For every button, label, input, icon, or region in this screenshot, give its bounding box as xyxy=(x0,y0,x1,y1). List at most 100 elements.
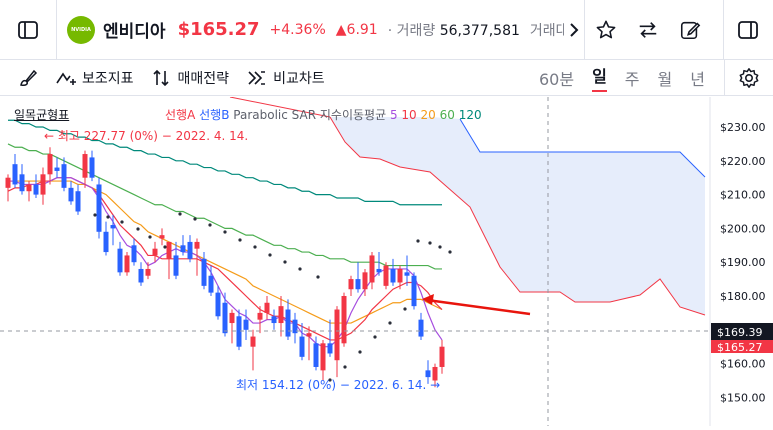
favorite-button[interactable] xyxy=(585,0,627,60)
candle-body xyxy=(152,248,158,256)
candle-body xyxy=(187,241,193,259)
indicators-icon xyxy=(56,72,76,85)
sar-dot xyxy=(316,275,320,279)
swap-button[interactable] xyxy=(627,0,669,60)
legend-span-b[interactable]: 선행B xyxy=(199,108,230,122)
indicator-legend-2[interactable]: 선행A 선행B Parabolic SAR 지수이동평균 5 10 20 60 … xyxy=(165,106,482,123)
timeframe-year[interactable]: 년 xyxy=(690,69,705,89)
price-tick-label: $180.00 xyxy=(720,290,766,303)
sar-dot xyxy=(428,241,432,245)
volume-value: 56,377,581 xyxy=(439,22,520,39)
candle-body xyxy=(299,336,305,357)
last-price-badge xyxy=(711,340,773,353)
price-chart[interactable]: $230.00 $220.00 $210.00 $200.00 $190.00 $180.… xyxy=(0,96,773,426)
sar-dot xyxy=(238,238,242,242)
candle-body xyxy=(180,245,186,253)
ticker-name[interactable]: 엔비디아 xyxy=(103,22,166,42)
price-axis[interactable]: $230.00 $220.00 $210.00 $200.00 $190.00 $180.… xyxy=(711,121,773,404)
legend-ema-20: 20 xyxy=(420,108,436,122)
candle-body xyxy=(208,275,214,293)
candle-body xyxy=(47,154,53,175)
indicator-legend[interactable]: 일목균형표 xyxy=(14,106,69,123)
annotation-arrow-head xyxy=(422,294,434,305)
candle-body xyxy=(285,309,291,337)
candle-body xyxy=(96,184,102,232)
candle-body xyxy=(145,268,151,276)
span-a-lead xyxy=(229,96,331,118)
strategy-button[interactable]: 매매전략 xyxy=(152,68,230,88)
candle-body xyxy=(68,187,74,202)
sar-dot xyxy=(438,245,442,249)
sar-dot xyxy=(403,307,407,311)
candle-body xyxy=(75,191,81,212)
candle-body xyxy=(236,316,242,347)
candle-body xyxy=(355,279,361,290)
candle-body xyxy=(362,272,368,290)
candle-body xyxy=(12,164,18,185)
chart-toolbar: 보조지표 매매전략 비교차트 60분 일 주 월 년 xyxy=(0,60,773,96)
candle-body xyxy=(89,157,95,178)
candle-body xyxy=(215,292,221,317)
compare-icon xyxy=(248,70,266,85)
candle-body xyxy=(348,279,354,290)
sar-dot xyxy=(136,227,140,231)
legend-ema-60: 60 xyxy=(439,108,455,122)
sar-dot xyxy=(416,239,420,243)
volume-label: 거래량 xyxy=(396,22,436,39)
candle-body xyxy=(264,302,270,313)
candlesticks xyxy=(5,147,445,388)
symbol-header-bar: NVIDIA 엔비디아 $165.27 +4.36% ▲6.91 · 거래량 5… xyxy=(0,0,773,60)
divider xyxy=(722,0,724,59)
span-b-line xyxy=(459,118,706,178)
sar-dot xyxy=(298,267,302,271)
timeframe-month[interactable]: 월 xyxy=(657,69,673,89)
crosshair-price-badge xyxy=(711,323,773,340)
candle-body xyxy=(327,343,333,354)
candle-body xyxy=(271,316,277,324)
candle-body xyxy=(369,255,375,283)
candle-body xyxy=(411,275,417,307)
brush-icon xyxy=(20,69,38,86)
ma60-line xyxy=(7,143,442,270)
right-panel-icon xyxy=(737,20,758,39)
legend-psar[interactable]: Parabolic SAR xyxy=(233,108,317,122)
candle-body xyxy=(40,174,46,195)
legend-ema-120: 120 xyxy=(458,108,482,122)
candle-body xyxy=(292,319,298,334)
last-price-label: $165.27 xyxy=(717,341,763,354)
timeframe-60min[interactable]: 60분 xyxy=(538,69,575,89)
price-tick-label: $160.00 xyxy=(720,358,766,371)
sar-dot xyxy=(106,215,110,219)
candle-body xyxy=(404,272,410,276)
legend-span-a[interactable]: 선행A xyxy=(165,108,196,122)
drawing-tools-button[interactable] xyxy=(0,60,56,96)
strategy-label: 매매전략 xyxy=(177,70,230,87)
right-panel-toggle-button[interactable] xyxy=(724,0,772,60)
indicators-button[interactable]: 보조지표 xyxy=(56,68,134,88)
legend-ichimoku[interactable]: 일목균형표 xyxy=(14,108,70,122)
price-tick-label: $190.00 xyxy=(720,256,766,269)
timeframe-day[interactable]: 일 xyxy=(592,63,607,92)
timeframe-week[interactable]: 주 xyxy=(624,69,640,89)
chart-settings-button[interactable] xyxy=(725,60,773,96)
change-amount: ▲6.91 xyxy=(335,21,378,38)
compare-button[interactable]: 비교차트 xyxy=(247,68,325,88)
candle-body xyxy=(390,268,396,283)
sidebar-toggle-button[interactable] xyxy=(0,0,56,60)
parabolic-sar-dots xyxy=(93,212,452,382)
candle-body xyxy=(334,309,340,361)
candle-body xyxy=(425,370,431,378)
candle-body xyxy=(173,255,179,276)
edit-button[interactable] xyxy=(669,0,711,60)
sar-dot xyxy=(223,230,227,234)
legend-ema[interactable]: 지수이동평균 xyxy=(319,108,387,122)
sar-dot xyxy=(328,378,332,382)
span-a-line xyxy=(329,116,706,316)
last-price: $165.27 xyxy=(177,19,260,40)
scroll-right-button[interactable] xyxy=(564,0,584,60)
price-tick-label: $230.00 xyxy=(720,121,766,134)
candle-body xyxy=(201,258,207,286)
chart-canvas[interactable]: $230.00 $220.00 $210.00 $200.00 $190.00 $180.… xyxy=(0,96,773,426)
candle-body xyxy=(124,255,130,273)
candle-body xyxy=(54,167,60,171)
